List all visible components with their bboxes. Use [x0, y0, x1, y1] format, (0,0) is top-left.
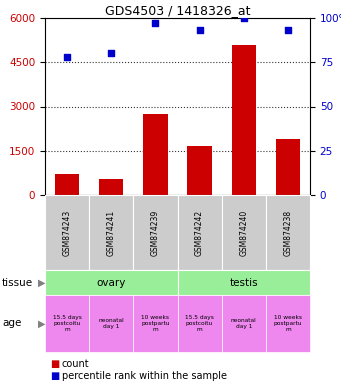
Text: ■: ■ — [50, 371, 59, 381]
Text: GSM874239: GSM874239 — [151, 209, 160, 256]
Text: ▶: ▶ — [38, 318, 45, 328]
Text: GSM874240: GSM874240 — [239, 209, 248, 256]
Bar — [232, 45, 256, 195]
Bar — [143, 114, 167, 195]
Text: neonatal
day 1: neonatal day 1 — [98, 318, 124, 329]
Point — [241, 15, 247, 21]
Text: testis: testis — [229, 278, 258, 288]
Text: ▶: ▶ — [38, 278, 45, 288]
Text: GSM874238: GSM874238 — [283, 209, 293, 256]
Point — [64, 54, 70, 60]
Text: GSM874243: GSM874243 — [63, 209, 72, 256]
Title: GDS4503 / 1418326_at: GDS4503 / 1418326_at — [105, 4, 250, 17]
Text: tissue: tissue — [2, 278, 33, 288]
Text: age: age — [2, 318, 21, 328]
Text: 15.5 days
postcoitu
m: 15.5 days postcoitu m — [185, 315, 214, 332]
Text: 10 weeks
postpartu
m: 10 weeks postpartu m — [141, 315, 170, 332]
Text: ■: ■ — [50, 359, 59, 369]
Text: percentile rank within the sample: percentile rank within the sample — [62, 371, 227, 381]
Bar — [99, 179, 123, 195]
Bar — [55, 174, 79, 195]
Text: 10 weeks
postpartu
m: 10 weeks postpartu m — [274, 315, 302, 332]
Point — [108, 50, 114, 56]
Bar — [188, 146, 212, 195]
Point — [197, 27, 202, 33]
Text: GSM874242: GSM874242 — [195, 209, 204, 256]
Text: 15.5 days
postcoitu
m: 15.5 days postcoitu m — [53, 315, 81, 332]
Text: GSM874241: GSM874241 — [107, 209, 116, 256]
Point — [153, 20, 158, 26]
Text: neonatal
day 1: neonatal day 1 — [231, 318, 257, 329]
Text: count: count — [62, 359, 90, 369]
Text: ovary: ovary — [97, 278, 126, 288]
Point — [285, 27, 291, 33]
Bar — [276, 139, 300, 195]
